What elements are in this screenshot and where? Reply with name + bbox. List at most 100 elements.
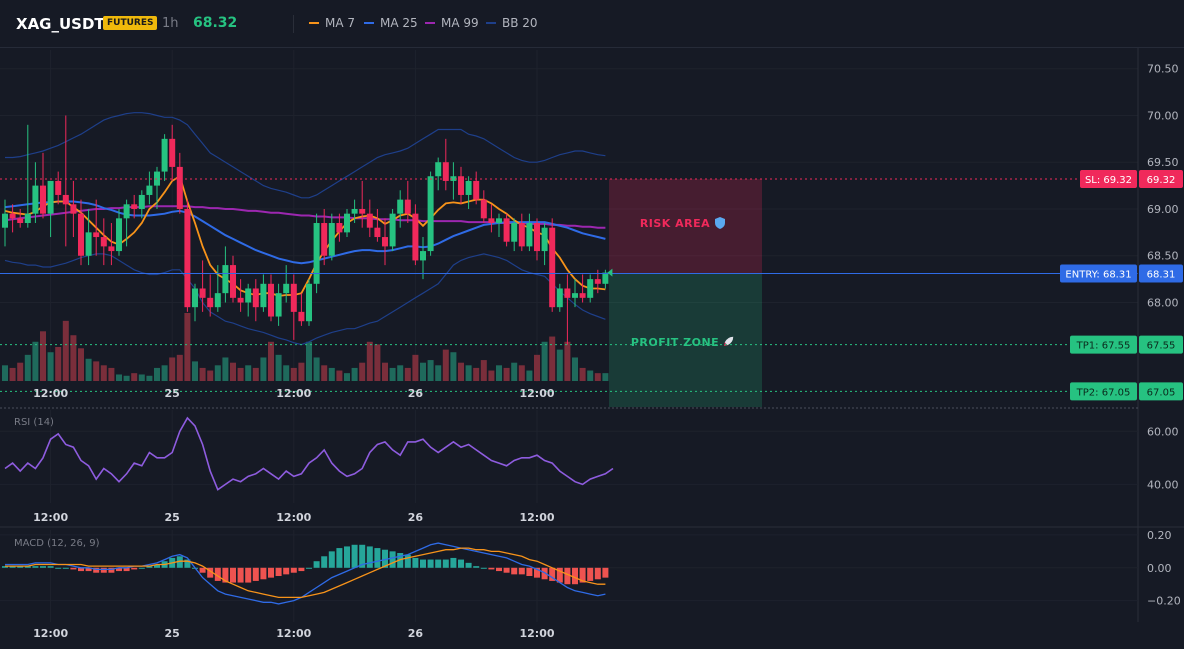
macd-histogram-bar <box>572 567 578 585</box>
macd-histogram-bar <box>17 566 24 568</box>
volume-bar <box>78 348 84 381</box>
candle-body <box>161 138 168 172</box>
volume-bar <box>518 365 525 381</box>
last-price: 68.32 <box>193 15 238 31</box>
macd-line <box>5 542 606 605</box>
candle-body <box>2 213 8 228</box>
volume-bar <box>176 354 183 381</box>
candle-body <box>275 293 282 317</box>
volume-bar <box>359 362 366 381</box>
volume-bar <box>473 367 480 381</box>
ma7-swatch <box>309 22 319 24</box>
macd-histogram-bar <box>222 567 229 583</box>
rocket-body <box>724 336 734 346</box>
volume-bar <box>404 367 411 381</box>
candle-body <box>526 223 533 247</box>
macd-histogram-bar <box>85 567 92 572</box>
candle-body <box>230 265 236 298</box>
candle-body <box>116 218 122 252</box>
rsi-tick-label: 60.00 <box>1147 425 1179 438</box>
macd-histogram-bar <box>138 567 145 569</box>
timeframe-selector[interactable]: 1h <box>162 16 179 31</box>
volume-bar <box>427 360 434 381</box>
candle-body <box>100 237 107 247</box>
macd-histogram-bar <box>93 567 100 573</box>
volume-bar <box>214 365 221 381</box>
candle-body <box>549 227 556 308</box>
macd-histogram <box>2 544 609 585</box>
candle-body <box>534 223 540 252</box>
volume-bar <box>55 347 62 381</box>
entry-tag <box>1060 264 1137 283</box>
volume-bar <box>237 367 244 381</box>
volume-bar <box>366 341 373 381</box>
symbol-name[interactable]: XAG_USDT <box>16 15 105 33</box>
volume-bar <box>564 341 571 381</box>
macd-histogram-bar <box>24 566 31 568</box>
candle-body <box>70 204 77 214</box>
tp1-axis-label: 67.55 <box>1147 341 1176 352</box>
macd-histogram-bar <box>176 556 183 568</box>
legend-ma99[interactable]: MA 99 <box>425 16 479 30</box>
macd-histogram-bar <box>252 567 259 581</box>
bb20-swatch <box>486 22 496 24</box>
candle-body <box>397 199 404 214</box>
volume-bar <box>85 358 92 381</box>
macd-histogram-bar <box>154 564 160 568</box>
candle-body <box>450 176 457 181</box>
legend-ma7[interactable]: MA 7 <box>309 16 355 30</box>
macd-histogram-bar <box>404 554 411 568</box>
price-tick-label: 69.00 <box>1147 203 1179 216</box>
macd-histogram-bar <box>389 551 396 568</box>
rsi-title: RSI (14) <box>14 417 54 428</box>
macd-histogram-bar <box>534 567 540 578</box>
macd-signal-line <box>5 547 606 599</box>
volume-bar <box>169 357 176 381</box>
volume-bar <box>199 367 206 381</box>
volume-bar <box>9 367 16 381</box>
candle-body <box>351 208 358 214</box>
volume-bar <box>2 365 8 381</box>
candle-body <box>306 283 312 322</box>
candle-body <box>290 283 297 312</box>
macd-tick-label: −0.20 <box>1147 595 1181 608</box>
candle-body <box>252 288 259 308</box>
candle-body <box>40 185 46 214</box>
volume-bar <box>62 320 69 381</box>
candle-body <box>503 218 510 242</box>
macd-histogram-bar <box>412 557 419 568</box>
volume-bar <box>602 373 609 381</box>
volume-bar <box>268 341 274 381</box>
candle-body <box>473 180 480 200</box>
macd-histogram-bar <box>526 567 533 576</box>
bb-upper-line <box>5 112 606 199</box>
sl-tag-label: SL: 69.32 <box>1085 175 1132 186</box>
macd-histogram-bar <box>2 566 8 568</box>
macd-histogram-bar <box>366 546 373 568</box>
volume-bar <box>488 370 495 381</box>
sl-tag <box>1080 170 1137 189</box>
volume-bar <box>465 365 472 381</box>
macd-histogram-bar <box>245 567 252 583</box>
macd-histogram-bar <box>123 567 130 572</box>
macd-histogram-bar <box>199 567 206 573</box>
macd-histogram-bar <box>290 567 297 573</box>
price-tick-label: 68.50 <box>1147 250 1179 263</box>
last-price-marker <box>607 268 613 277</box>
macd-histogram-bar <box>47 566 54 568</box>
macd-histogram-bar <box>131 567 138 570</box>
macd-histogram-bar <box>70 567 77 570</box>
candle-body <box>260 283 267 308</box>
legend-bb20[interactable]: BB 20 <box>486 16 538 30</box>
candle-body <box>78 213 84 256</box>
macd-histogram-bar <box>556 567 563 583</box>
volume-bar <box>207 370 214 381</box>
legend-ma25[interactable]: MA 25 <box>364 16 418 30</box>
candle-body <box>222 265 229 294</box>
volume-bar <box>100 365 107 381</box>
macd-histogram-bar <box>450 557 457 568</box>
candle-body <box>62 194 69 205</box>
macd-histogram-bar <box>458 559 464 568</box>
tp2-tag <box>1070 382 1137 401</box>
